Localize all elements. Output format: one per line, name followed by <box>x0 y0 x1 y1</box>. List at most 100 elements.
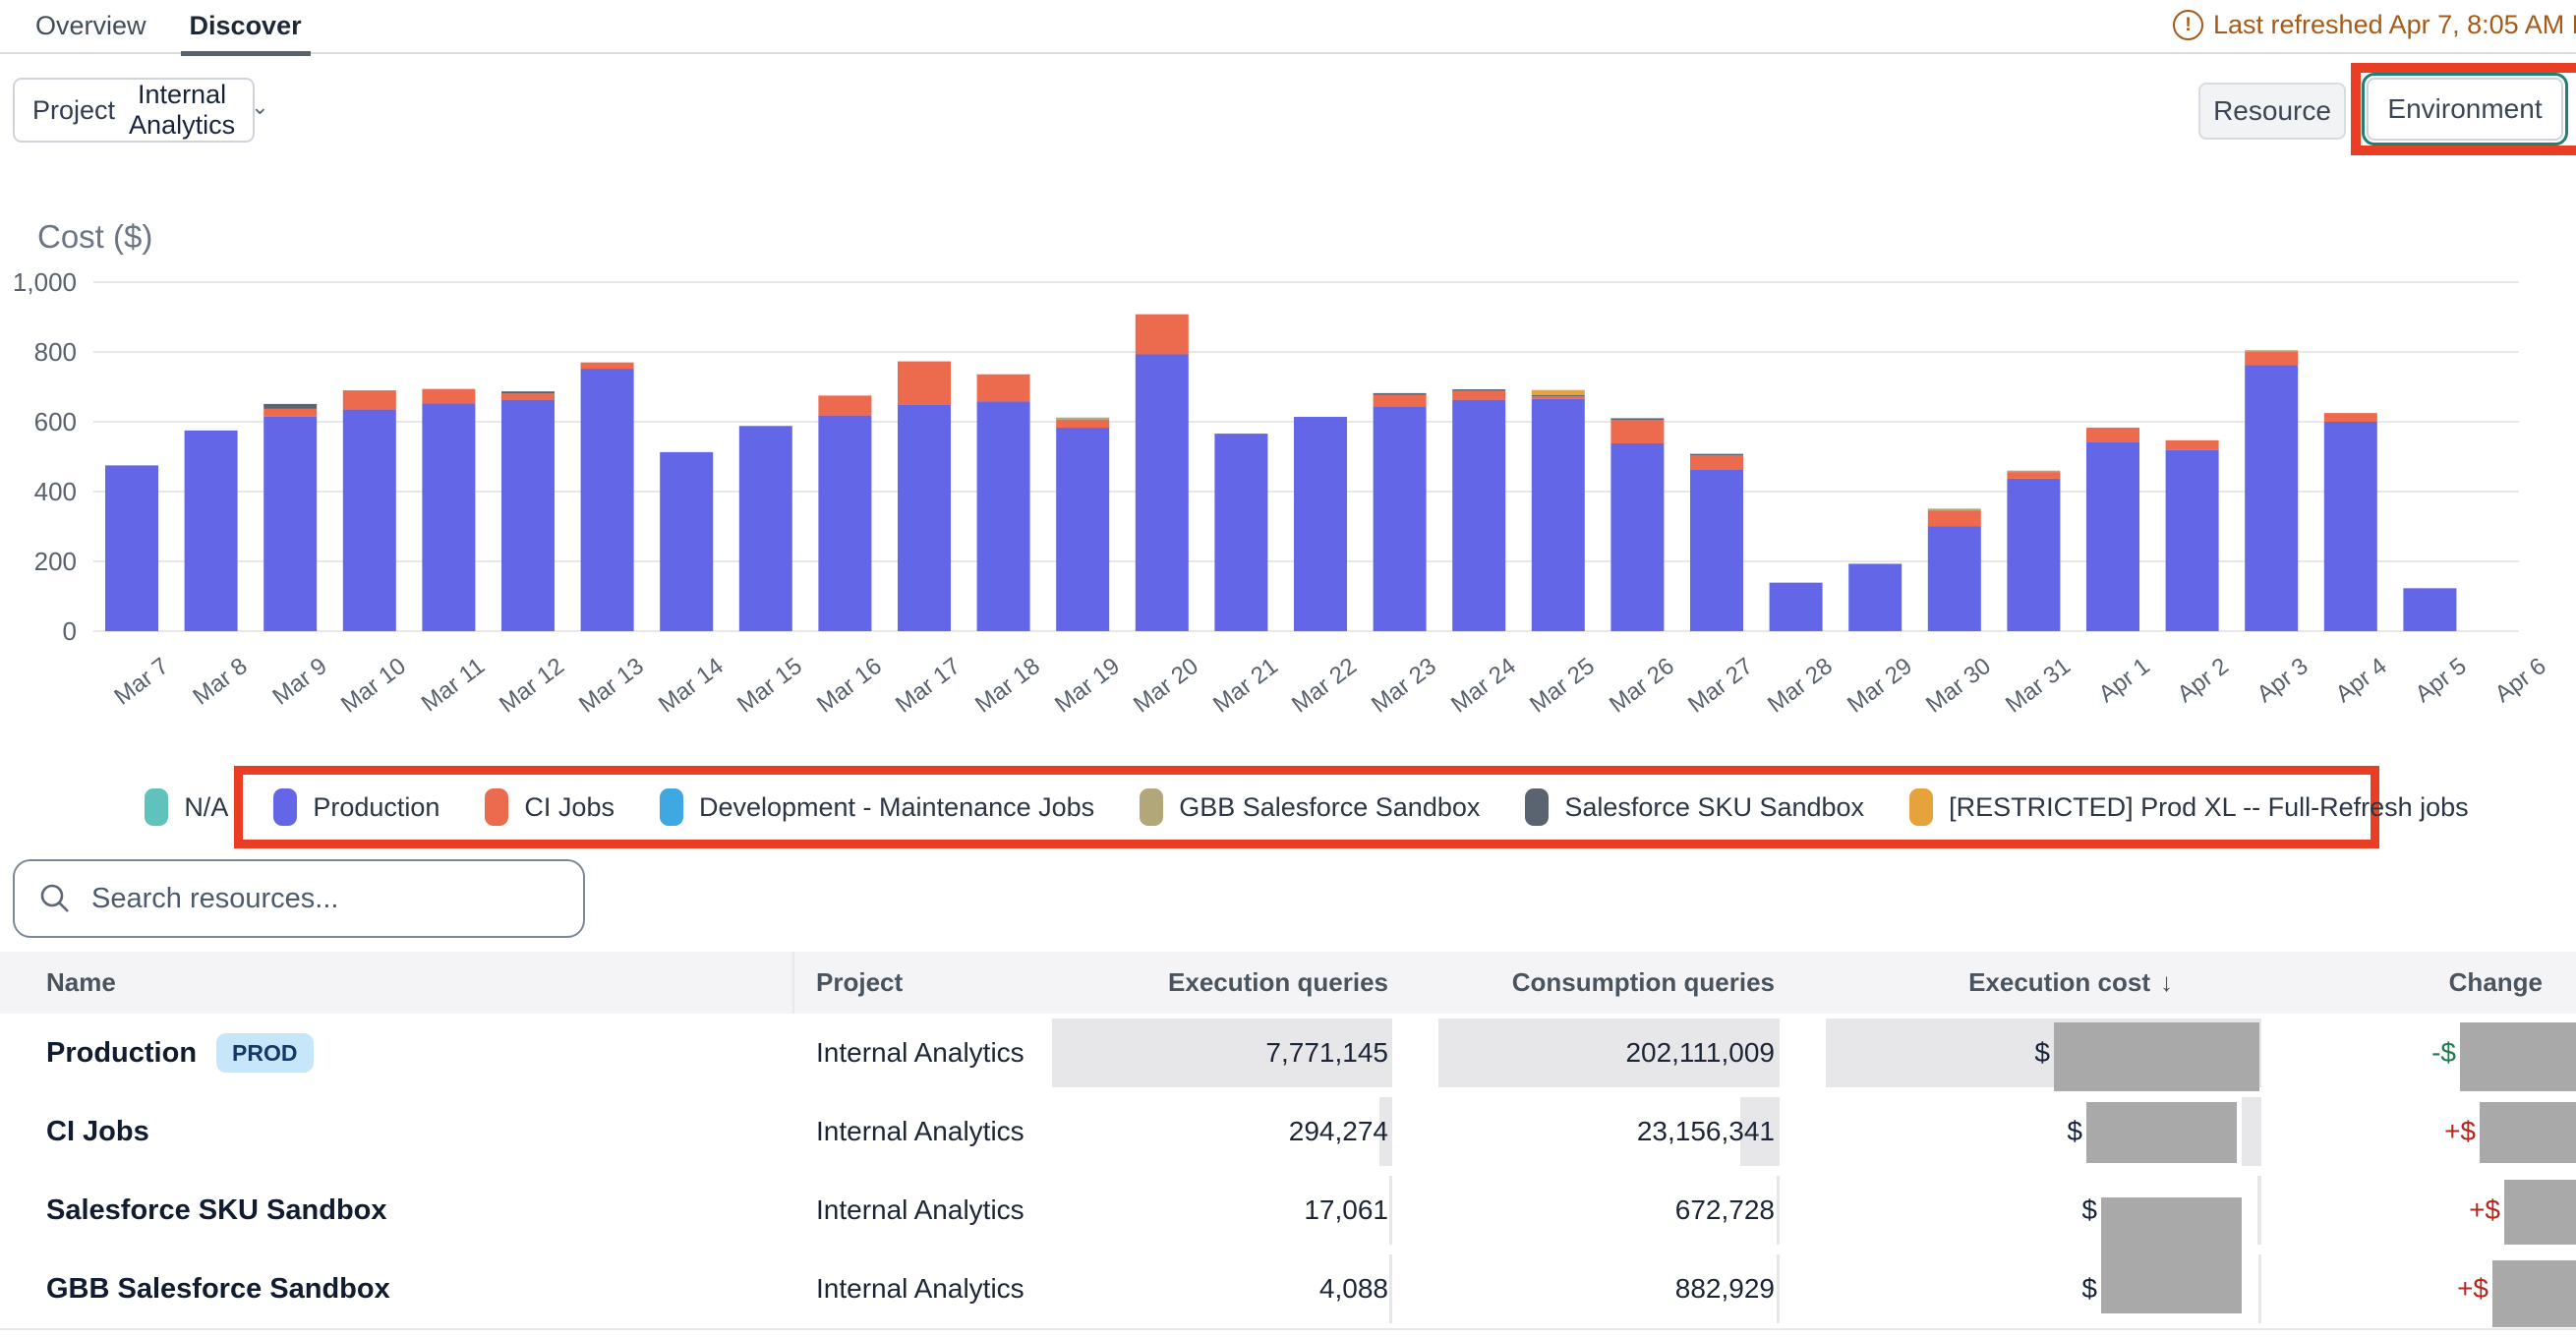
legend-swatch-icon <box>145 788 168 826</box>
project-select-label: Project <box>32 95 115 126</box>
bar-segment <box>1848 563 1902 631</box>
bar-segment <box>1452 390 1505 399</box>
redacted-value <box>2460 1022 2576 1091</box>
legend-item[interactable]: CI Jobs <box>485 788 615 826</box>
bar-segment <box>898 405 951 631</box>
bar-segment <box>1374 393 1427 395</box>
bar-segment <box>1214 434 1267 631</box>
chevron-down-icon: ⌄ <box>251 94 268 120</box>
x-axis-tick-label: Mar 30 <box>1921 653 1997 719</box>
bar-segment <box>2245 352 2298 365</box>
tab-discover[interactable]: Discover <box>190 0 302 54</box>
bar-segment <box>1928 508 1981 510</box>
x-axis-tick-label: Mar 17 <box>891 653 966 719</box>
legend-swatch-icon <box>485 788 508 826</box>
x-axis-tick-label: Apr 5 <box>2411 653 2473 709</box>
bar-segment <box>2324 413 2377 422</box>
change-prefix: +$ <box>2444 1092 2476 1171</box>
resource-button[interactable]: Resource <box>2198 83 2346 140</box>
legend-item[interactable]: [RESTRICTED] Prod XL -- Full-Refresh job… <box>1909 788 2469 826</box>
consumption-queries-value: 672,728 <box>1675 1171 1775 1250</box>
last-refreshed-status: ! Last refreshed Apr 7, 8:05 AM PDT <box>2173 10 2576 40</box>
column-header-execution-cost[interactable]: Execution cost↓ <box>1968 952 2173 1014</box>
bar-segment <box>185 431 238 631</box>
legend-item-label: Production <box>313 792 439 823</box>
legend-item[interactable]: Development - Maintenance Jobs <box>660 788 1094 826</box>
legend-item[interactable]: Salesforce SKU Sandbox <box>1525 788 1864 826</box>
x-axis-tick-label: Apr 4 <box>2331 653 2393 709</box>
bar-segment <box>581 363 634 369</box>
bar-segment <box>739 426 792 631</box>
execution-queries-bar <box>1389 1254 1392 1323</box>
x-axis-tick-label: Mar 14 <box>654 653 730 719</box>
bar-segment <box>1136 354 1189 631</box>
bar-segment <box>422 404 475 631</box>
bar-segment <box>660 452 713 631</box>
bar-chart-svg <box>0 265 2576 654</box>
redacted-value <box>2492 1260 2576 1327</box>
bar-segment <box>977 375 1030 402</box>
chart-title: Cost ($) <box>37 218 152 256</box>
execution-queries-value: 294,274 <box>1289 1092 1388 1171</box>
x-axis-tick-label: Mar 26 <box>1605 653 1680 719</box>
top-tab-bar: Overview Discover ! Last refreshed Apr 7,… <box>0 0 2576 54</box>
legend-item[interactable]: GBB Salesforce Sandbox <box>1140 788 1480 826</box>
x-axis-tick-label: Mar 22 <box>1287 653 1363 719</box>
bar-segment <box>1374 406 1427 631</box>
column-header-name[interactable]: Name <box>46 952 116 1014</box>
execution-cost-bar <box>2242 1097 2261 1166</box>
legend-item[interactable]: Production <box>273 788 439 826</box>
legend-item-label: GBB Salesforce Sandbox <box>1179 792 1480 823</box>
execution-cost-bar <box>2258 1254 2261 1323</box>
execution-cost-prefix: $ <box>2034 1014 2050 1092</box>
column-header-execution-queries[interactable]: Execution queries <box>1168 952 1388 1014</box>
redacted-value <box>2504 1180 2576 1245</box>
bar-segment <box>1610 443 1664 631</box>
column-header-project[interactable]: Project <box>816 952 903 1014</box>
search-box <box>13 859 585 938</box>
legend-item-label: Salesforce SKU Sandbox <box>1564 792 1864 823</box>
bar-segment <box>1056 418 1109 420</box>
resource-name-text: GBB Salesforce Sandbox <box>46 1250 390 1328</box>
bar-segment <box>2166 450 2219 631</box>
redacted-value <box>2054 1022 2259 1091</box>
bar-segment <box>898 362 951 405</box>
project-select[interactable]: Project Internal Analytics ⌄ <box>13 78 255 143</box>
x-axis-tick-label: Mar 18 <box>970 653 1046 719</box>
execution-queries-value: 7,771,145 <box>1265 1014 1388 1092</box>
project-select-value: Internal Analytics <box>129 80 235 141</box>
resource-name: GBB Salesforce Sandbox <box>46 1250 390 1328</box>
consumption-queries-value: 882,929 <box>1675 1250 1775 1328</box>
bar-segment <box>501 400 555 631</box>
bar-segment <box>1532 395 1585 396</box>
legend-swatch-icon <box>1909 788 1933 826</box>
tab-overview[interactable]: Overview <box>35 0 146 54</box>
resource-name-text: Salesforce SKU Sandbox <box>46 1171 387 1250</box>
x-axis-tick-label: Apr 1 <box>2093 653 2155 709</box>
consumption-queries-value: 23,156,341 <box>1637 1092 1775 1171</box>
column-header-change[interactable]: Change <box>2449 952 2543 1014</box>
bar-segment <box>1452 389 1505 390</box>
search-input[interactable] <box>89 882 559 916</box>
last-refreshed-text: Last refreshed Apr 7, 8:05 AM PDT <box>2213 10 2576 40</box>
bar-segment <box>501 393 555 399</box>
environment-button[interactable]: Environment <box>2367 78 2563 141</box>
resource-name: Salesforce SKU Sandbox <box>46 1171 387 1250</box>
warning-icon: ! <box>2173 10 2203 40</box>
project-cell: Internal Analytics <box>816 1171 1025 1250</box>
column-header-consumption-queries[interactable]: Consumption queries <box>1512 952 1775 1014</box>
legend-item-label: CI Jobs <box>524 792 615 823</box>
environment-badge: PROD <box>216 1033 313 1073</box>
bar-segment <box>2166 440 2219 450</box>
bar-segment <box>343 410 396 631</box>
stacked-bar-chart <box>0 265 2576 654</box>
cost-dashboard: Overview Discover ! Last refreshed Apr 7,… <box>0 0 2576 1339</box>
bar-segment <box>2245 350 2298 351</box>
resource-name: CI Jobs <box>46 1092 149 1171</box>
bar-segment <box>581 369 634 631</box>
bar-segment <box>1928 511 1981 527</box>
bar-segment <box>1056 428 1109 631</box>
legend-swatch-icon <box>660 788 683 826</box>
resource-name-text: CI Jobs <box>46 1092 149 1171</box>
legend-item[interactable]: N/A <box>145 788 228 826</box>
